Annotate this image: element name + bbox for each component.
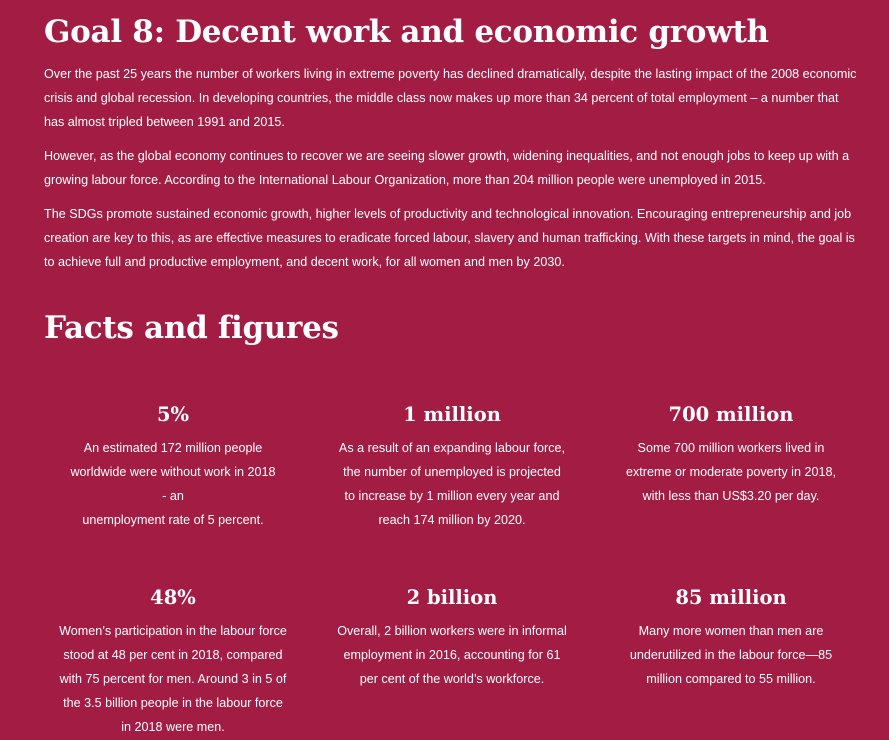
fact-description-line: As a result of an expanding labour force…: [338, 440, 566, 455]
fact-description-line: worldwide were without work in 2018 - an: [70, 464, 276, 503]
fact-card: 5% An estimated 172 million people world…: [68, 405, 278, 532]
fact-description-line: Overall, 2 billion workers were in infor…: [337, 623, 567, 638]
fact-description-line: An estimated 172 million people: [83, 440, 263, 455]
page-title: Goal 8: Decent work and economic growth: [44, 14, 769, 50]
fact-description-line: with less than US$3.20 per day.: [642, 488, 820, 503]
fact-description-line: Many more women than men are: [638, 623, 824, 638]
fact-description-line: the number of unemployed is projected: [343, 464, 561, 479]
fact-description: An estimated 172 million people worldwid…: [68, 425, 278, 532]
fact-description: Overall, 2 billion workers were in infor…: [332, 608, 572, 691]
fact-stat: 48%: [150, 586, 196, 609]
fact-stat: 5%: [156, 403, 190, 426]
fact-description-line: with 75 percent for men. Around 3 in 5 o…: [59, 671, 287, 686]
fact-description: As a result of an expanding labour force…: [336, 425, 568, 532]
fact-description-line: in 2018 were men.: [121, 719, 225, 734]
fact-description-line: underutilized in the labour force—85: [629, 647, 833, 662]
fact-description-line: Some 700 million workers lived in: [637, 440, 825, 455]
fact-stat: 1 million: [403, 403, 501, 426]
fact-description-line: to increase by 1 million every year and: [344, 488, 560, 503]
intro-paragraph: However, as the global economy continues…: [44, 149, 850, 187]
fact-description-line: million compared to 55 million.: [646, 671, 816, 686]
facts-heading: Facts and figures: [44, 310, 339, 346]
fact-description-line: Women’s participation in the labour forc…: [59, 623, 287, 638]
fact-description-line: the 3.5 billion people in the labour for…: [63, 695, 283, 710]
fact-description: Some 700 million workers lived in extrem…: [618, 425, 844, 508]
fact-description-line: unemployment rate of 5 percent.: [82, 512, 264, 527]
intro-text: Over the past 25 years the number of wor…: [44, 62, 859, 274]
fact-stat: 700 million: [668, 403, 794, 426]
fact-description-line: per cent of the world’s workforce.: [359, 671, 545, 686]
fact-stat: 85 million: [675, 586, 787, 609]
intro-paragraph: The SDGs promote sustained economic grow…: [44, 207, 855, 269]
fact-description: Women’s participation in the labour forc…: [52, 608, 294, 739]
fact-description-line: reach 174 million by 2020.: [378, 512, 526, 527]
intro-paragraph: Over the past 25 years the number of wor…: [44, 67, 857, 129]
fact-description-line: extreme or moderate poverty in 2018,: [625, 464, 836, 479]
fact-card: 85 million Many more women than men are …: [620, 588, 842, 691]
fact-description-line: employment in 2016, accounting for 61: [343, 647, 561, 662]
fact-card: 700 million Some 700 million workers liv…: [618, 405, 844, 508]
fact-stat: 2 billion: [406, 586, 498, 609]
fact-card: 48% Women’s participation in the labour …: [52, 588, 294, 739]
fact-description: Many more women than men are underutiliz…: [620, 608, 842, 691]
fact-card: 2 billion Overall, 2 billion workers wer…: [332, 588, 572, 691]
fact-card: 1 million As a result of an expanding la…: [336, 405, 568, 532]
fact-description-line: stood at 48 per cent in 2018, compared: [63, 647, 283, 662]
